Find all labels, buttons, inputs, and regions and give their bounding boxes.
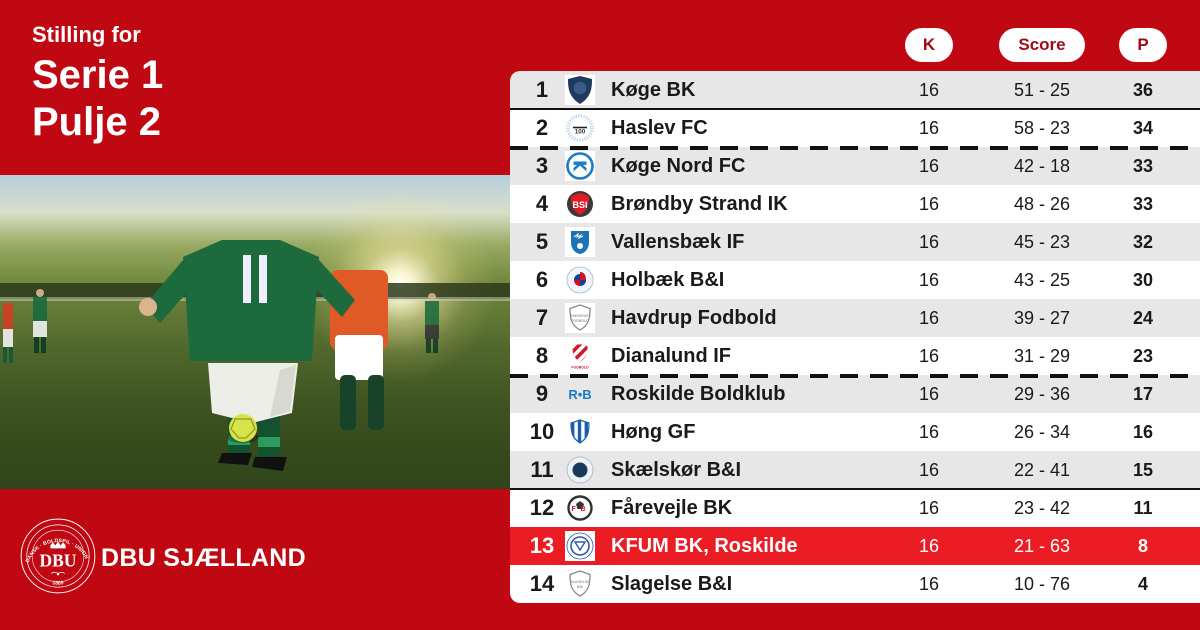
svg-text:FODBOLD: FODBOLD	[571, 319, 589, 323]
svg-text:F: F	[572, 506, 577, 513]
svg-text:SLAGELSE: SLAGELSE	[570, 580, 590, 584]
svg-text:HAVDRUP: HAVDRUP	[571, 314, 589, 318]
svg-text:1889: 1889	[52, 580, 64, 587]
svg-text:100: 100	[575, 129, 586, 136]
svg-text:FODBOLD: FODBOLD	[571, 366, 589, 370]
svg-text:B: B	[580, 506, 585, 513]
svg-text:DBU: DBU	[40, 551, 77, 571]
svg-text:BSI: BSI	[572, 200, 587, 210]
svg-text:R•B: R•B	[568, 387, 591, 402]
svg-text:B&I: B&I	[577, 585, 583, 589]
